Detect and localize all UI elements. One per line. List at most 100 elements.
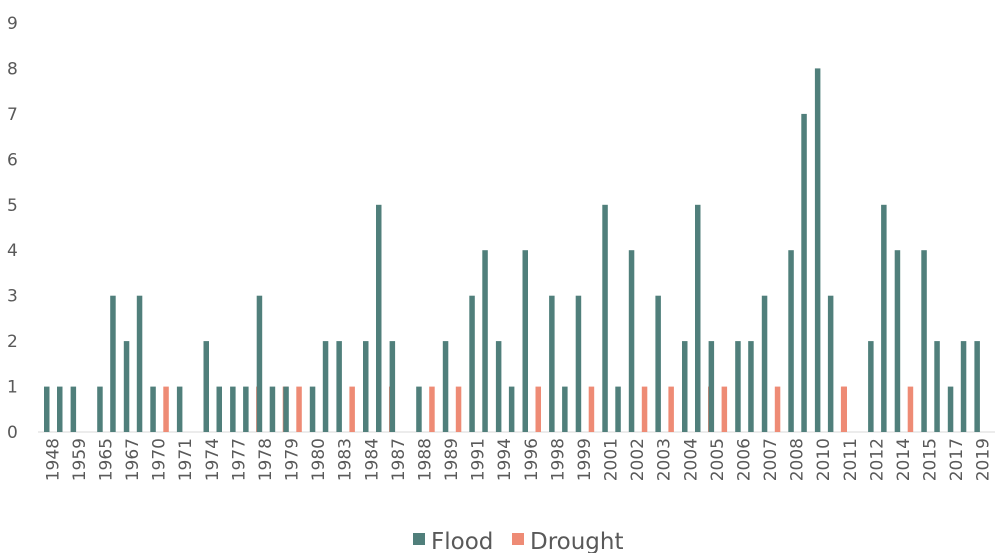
x-tick-label: 2002 bbox=[628, 438, 648, 481]
x-tick-label: 2003 bbox=[655, 438, 675, 481]
y-tick-label: 0 bbox=[7, 423, 18, 443]
x-tick-label: 2010 bbox=[814, 438, 834, 481]
y-axis: 0 1 2 3 4 5 6 7 8 9 bbox=[7, 14, 18, 443]
legend-label-flood: Flood bbox=[431, 529, 493, 553]
x-tick-label: 2012 bbox=[867, 438, 887, 481]
x-tick-label: 2011 bbox=[841, 438, 861, 481]
x-tick-label: 1994 bbox=[495, 438, 515, 481]
bar-flood bbox=[136, 295, 143, 432]
x-tick-label: 1980 bbox=[309, 438, 329, 481]
x-tick-label: 1974 bbox=[203, 438, 223, 481]
x-tick-label: 2015 bbox=[921, 438, 941, 481]
bar-flood bbox=[682, 341, 688, 432]
x-tick-label: 2005 bbox=[708, 438, 728, 481]
bar-flood bbox=[788, 250, 794, 432]
bar-flood bbox=[150, 386, 156, 432]
y-tick-label: 1 bbox=[7, 378, 18, 398]
x-tick-label: 1959 bbox=[70, 438, 90, 481]
y-tick-label: 5 bbox=[7, 196, 18, 216]
x-tick-label: 2001 bbox=[602, 438, 622, 481]
x-tick-label: 1948 bbox=[43, 438, 63, 481]
bar-flood bbox=[508, 386, 515, 432]
x-tick-label: 1965 bbox=[97, 438, 117, 481]
bar-flood bbox=[522, 250, 528, 432]
bar-flood bbox=[469, 295, 475, 432]
x-axis: 1948 1959 1965 1967 1970 1971 1974 1977 1978 1979… bbox=[43, 438, 993, 481]
x-tick-label: 1998 bbox=[548, 438, 568, 481]
bar-flood bbox=[322, 341, 329, 432]
bar-flood bbox=[708, 341, 715, 432]
bar-flood bbox=[123, 341, 130, 432]
bar-drought bbox=[841, 386, 847, 432]
bar-flood bbox=[960, 341, 967, 432]
bar-flood bbox=[482, 250, 488, 432]
x-tick-label: 1971 bbox=[176, 438, 196, 481]
legend-label-drought: Drought bbox=[530, 529, 624, 553]
bar-flood bbox=[57, 386, 63, 432]
y-tick-label: 6 bbox=[7, 150, 18, 170]
legend-swatch-drought bbox=[512, 533, 524, 545]
bar-drought bbox=[535, 386, 541, 432]
bar-drought bbox=[349, 386, 355, 432]
x-tick-label: 2007 bbox=[761, 438, 781, 481]
y-tick-label: 9 bbox=[7, 14, 18, 34]
bar-flood bbox=[216, 386, 222, 432]
y-tick-label: 4 bbox=[7, 241, 18, 261]
bar-drought bbox=[296, 386, 302, 432]
x-tick-label: 1989 bbox=[442, 438, 462, 481]
bar-drought bbox=[721, 386, 728, 432]
bar-flood bbox=[70, 386, 77, 432]
bar-flood bbox=[176, 386, 183, 432]
x-tick-label: 1984 bbox=[362, 438, 382, 481]
x-tick-label: 1979 bbox=[283, 438, 303, 481]
bar-flood bbox=[575, 295, 582, 432]
bar-drought bbox=[907, 386, 914, 432]
bar-flood bbox=[695, 204, 701, 432]
x-tick-label: 1988 bbox=[416, 438, 436, 481]
bar-flood bbox=[203, 341, 209, 432]
x-tick-label: 1983 bbox=[336, 438, 356, 481]
bar-flood bbox=[269, 386, 276, 432]
bar-flood bbox=[562, 386, 568, 432]
bar-flood bbox=[628, 250, 635, 432]
x-tick-label: 1987 bbox=[389, 438, 409, 481]
bar-flood bbox=[655, 295, 661, 432]
bar-drought bbox=[163, 386, 169, 432]
y-tick-label: 8 bbox=[7, 59, 18, 79]
bar-flood bbox=[442, 341, 449, 432]
bar-flood bbox=[868, 341, 874, 432]
bar-flood bbox=[602, 204, 608, 432]
y-tick-label: 3 bbox=[7, 287, 18, 307]
x-tick-label: 2014 bbox=[894, 438, 914, 481]
bar-flood bbox=[974, 341, 980, 432]
x-tick-label: 1996 bbox=[522, 438, 542, 481]
bar-flood bbox=[801, 113, 807, 433]
bar-flood bbox=[97, 386, 103, 432]
bar-drought bbox=[774, 386, 781, 432]
bars bbox=[44, 68, 980, 433]
bar-flood bbox=[827, 295, 834, 432]
bar-flood bbox=[110, 295, 116, 432]
x-tick-label: 1970 bbox=[150, 438, 170, 481]
x-tick-label: 2004 bbox=[681, 438, 701, 481]
bar-drought bbox=[588, 386, 595, 432]
bar-flood bbox=[881, 204, 887, 432]
x-tick-label: 1978 bbox=[256, 438, 276, 481]
bar-drought bbox=[668, 386, 674, 432]
bar-flood bbox=[748, 341, 754, 432]
bar-flood bbox=[44, 386, 50, 432]
bar-flood bbox=[814, 68, 821, 433]
bar-flood bbox=[549, 295, 555, 432]
bar-flood bbox=[309, 386, 316, 432]
x-tick-label: 2006 bbox=[735, 438, 755, 481]
x-tick-label: 1999 bbox=[575, 438, 595, 481]
bar-flood bbox=[243, 386, 249, 432]
bar-flood bbox=[934, 341, 940, 432]
bar-flood bbox=[921, 250, 927, 432]
x-tick-label: 2019 bbox=[974, 438, 994, 481]
x-tick-label: 1967 bbox=[123, 438, 143, 481]
bar-flood bbox=[230, 386, 236, 432]
x-tick-label: 1977 bbox=[229, 438, 249, 481]
bar-drought bbox=[641, 386, 648, 432]
